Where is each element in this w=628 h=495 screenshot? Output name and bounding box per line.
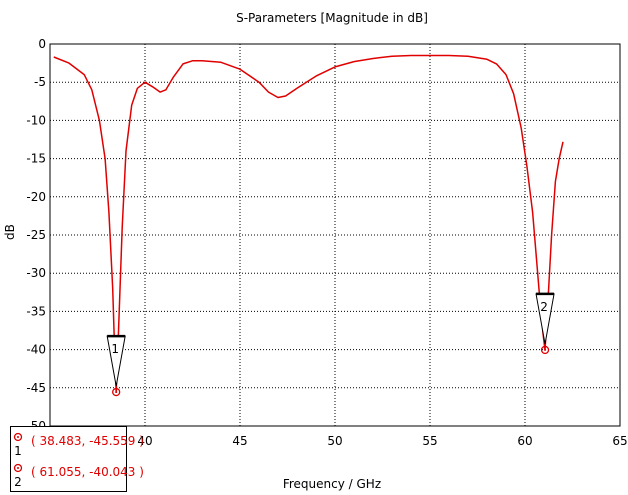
- y-tick-label: -35: [26, 304, 46, 318]
- y-axis-label: dB: [3, 224, 17, 240]
- marker-point-center: [115, 391, 118, 394]
- s11-curve: [53, 54, 564, 393]
- x-tick-label: 45: [232, 434, 247, 448]
- marker-1: 1: [106, 334, 126, 397]
- y-tick-label: -25: [26, 228, 46, 242]
- y-tick-label: -10: [26, 113, 46, 127]
- marker-legend: 1 ( 38.483, -45.559 ) 2 ( 61.055, -40.04…: [10, 426, 144, 492]
- y-tick-label: -45: [26, 381, 46, 395]
- y-tick-label: -5: [34, 75, 46, 89]
- marker-point-center: [544, 348, 547, 351]
- y-tick-label: -20: [26, 190, 46, 204]
- y-tick-label: -40: [26, 343, 46, 357]
- x-tick-label: 40: [137, 434, 152, 448]
- legend-entry-1-text: ( 38.483, -45.559 ): [31, 434, 144, 448]
- x-tick-label: 65: [612, 434, 627, 448]
- x-axis-label: Frequency / GHz: [283, 477, 381, 491]
- marker-1-icon: 1: [13, 432, 23, 458]
- legend-entry-2-text: ( 61.055, -40.043 ): [31, 465, 144, 479]
- marker-layer: 12: [106, 292, 555, 397]
- marker-number: 2: [540, 300, 548, 314]
- svg-text:2: 2: [14, 475, 22, 489]
- marker-point: [112, 387, 121, 397]
- x-tick-label: 50: [327, 434, 342, 448]
- marker-2: 2: [535, 292, 555, 355]
- x-tick-label: 55: [422, 434, 437, 448]
- marker-number: 1: [111, 342, 119, 356]
- x-tick-label: 60: [517, 434, 532, 448]
- marker-2-icon: 2: [13, 463, 23, 489]
- plot-frame: [49, 43, 621, 427]
- svg-text:1: 1: [14, 444, 22, 458]
- grid-lines: [50, 44, 620, 426]
- marker-point: [540, 345, 550, 355]
- plot-area: [53, 54, 564, 393]
- y-tick-label: -30: [26, 266, 46, 280]
- y-tick-label: -15: [26, 152, 46, 166]
- chart-title: S-Parameters [Magnitude in dB]: [236, 11, 428, 25]
- y-tick-label: 0: [38, 37, 46, 51]
